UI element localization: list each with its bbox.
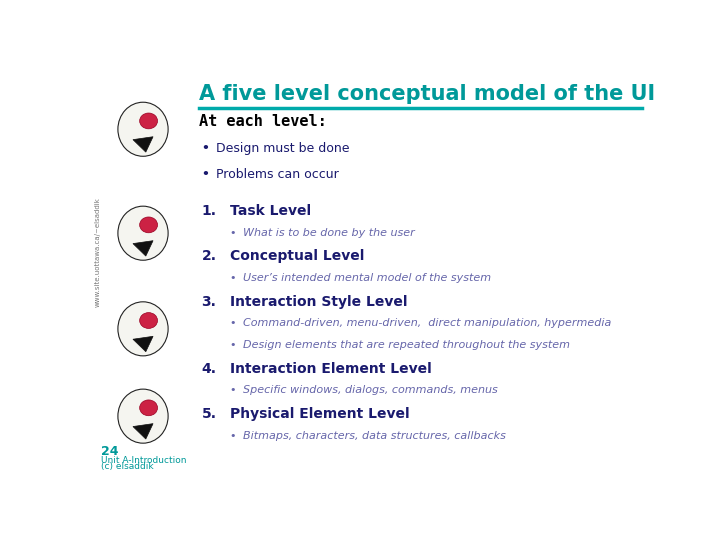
Ellipse shape (140, 113, 158, 129)
Text: Conceptual Level: Conceptual Level (230, 249, 364, 264)
Text: 2.: 2. (202, 249, 217, 264)
Ellipse shape (140, 217, 158, 233)
Ellipse shape (140, 400, 158, 416)
Text: •: • (230, 340, 236, 350)
Text: Command-driven, menu-driven,  direct manipulation, hypermedia: Command-driven, menu-driven, direct mani… (243, 319, 612, 328)
Text: Design elements that are repeated throughout the system: Design elements that are repeated throug… (243, 340, 570, 350)
Text: What is to be done by the user: What is to be done by the user (243, 228, 415, 238)
Ellipse shape (118, 302, 168, 356)
Text: Interaction Element Level: Interaction Element Level (230, 362, 431, 376)
Text: •: • (202, 142, 210, 155)
Ellipse shape (118, 389, 168, 443)
Text: At each level:: At each level: (199, 114, 327, 129)
Text: •: • (230, 431, 236, 441)
Text: Unit A-Introduction: Unit A-Introduction (101, 456, 186, 465)
Polygon shape (133, 424, 153, 439)
Text: 24: 24 (101, 445, 119, 458)
Text: User’s intended mental model of the system: User’s intended mental model of the syst… (243, 273, 492, 283)
Text: 5.: 5. (202, 407, 217, 421)
Text: Specific windows, dialogs, commands, menus: Specific windows, dialogs, commands, men… (243, 386, 498, 395)
Text: Bitmaps, characters, data structures, callbacks: Bitmaps, characters, data structures, ca… (243, 431, 506, 441)
Text: (c) elsaddik: (c) elsaddik (101, 462, 154, 471)
Text: •: • (230, 319, 236, 328)
Text: Design must be done: Design must be done (215, 142, 349, 155)
Polygon shape (133, 137, 153, 152)
Text: A five level conceptual model of the UI: A five level conceptual model of the UI (199, 84, 655, 104)
Text: •: • (230, 273, 236, 283)
Text: 1.: 1. (202, 204, 217, 218)
Text: Interaction Style Level: Interaction Style Level (230, 295, 407, 309)
Text: •: • (202, 168, 210, 181)
Polygon shape (133, 336, 153, 352)
Ellipse shape (118, 102, 168, 156)
Text: •: • (230, 228, 236, 238)
Ellipse shape (140, 313, 158, 328)
Polygon shape (133, 241, 153, 256)
Text: 3.: 3. (202, 295, 217, 309)
Ellipse shape (118, 206, 168, 260)
Text: Physical Element Level: Physical Element Level (230, 407, 409, 421)
Text: 4.: 4. (202, 362, 217, 376)
Text: •: • (230, 386, 236, 395)
Text: www.site.uottawa.ca/~elsaddik: www.site.uottawa.ca/~elsaddik (94, 197, 100, 307)
Text: Task Level: Task Level (230, 204, 310, 218)
Text: Problems can occur: Problems can occur (215, 168, 338, 181)
